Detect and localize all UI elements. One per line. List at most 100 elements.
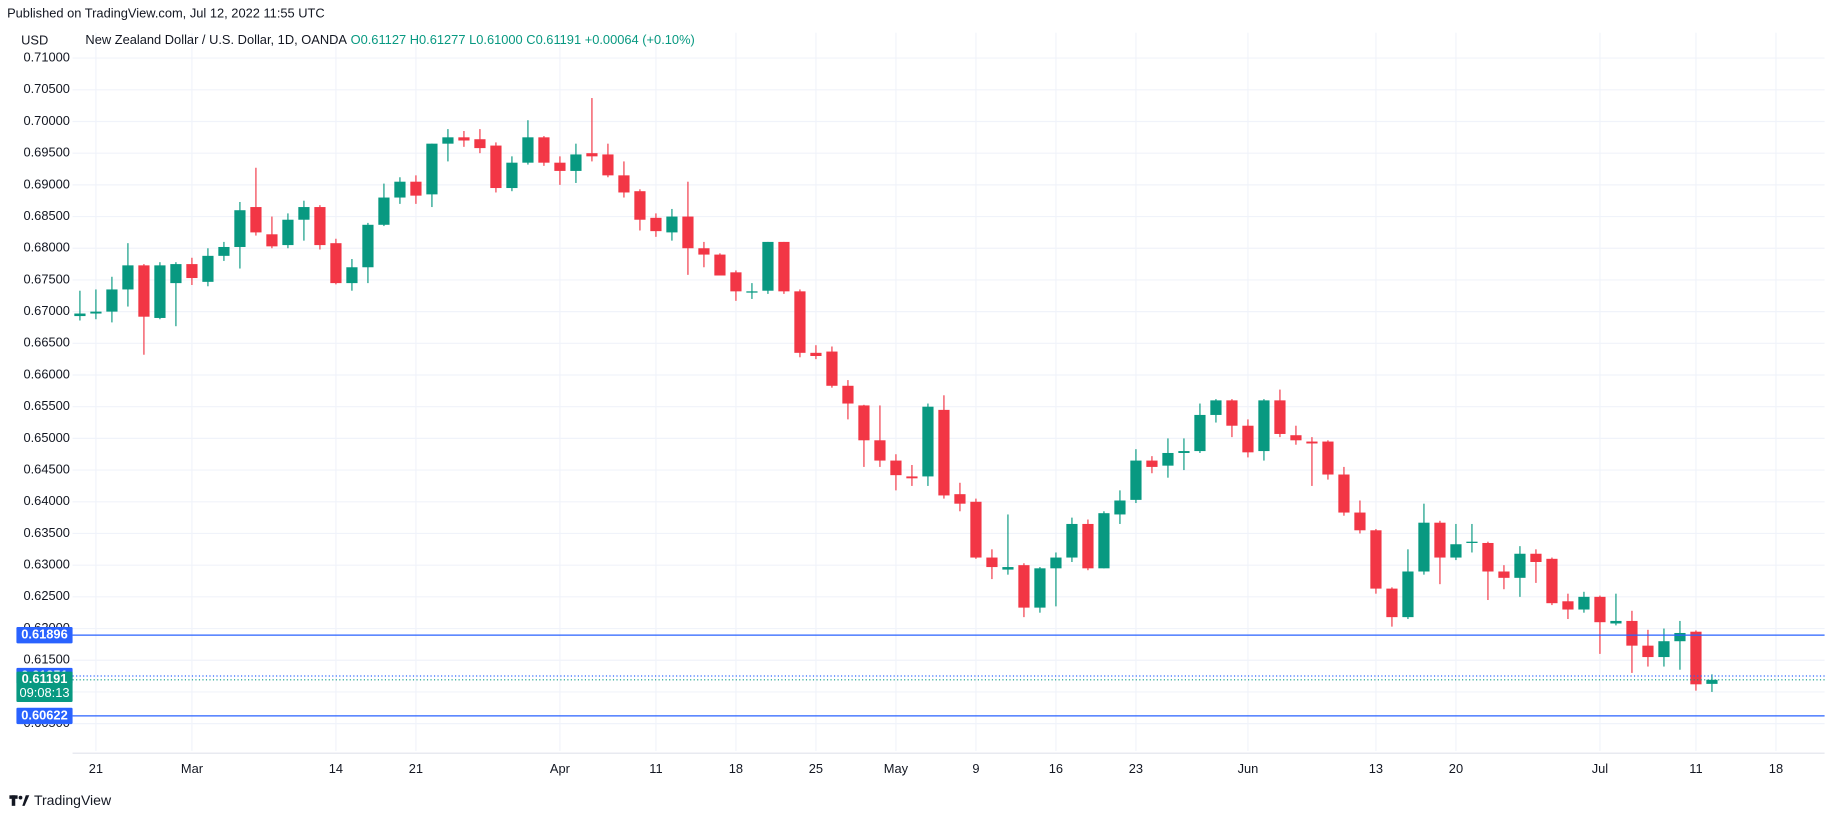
y-tick-label: 0.69500 bbox=[23, 145, 69, 160]
candle-body bbox=[474, 139, 486, 149]
candle-body bbox=[1306, 441, 1318, 444]
y-tick-label: 0.63500 bbox=[23, 525, 69, 540]
candle-body bbox=[1546, 558, 1558, 604]
legend-close: C0.61191 bbox=[526, 32, 581, 47]
candle-body bbox=[666, 216, 678, 233]
candle-body bbox=[1226, 400, 1238, 426]
candle-body bbox=[490, 145, 502, 189]
candle-body bbox=[1242, 425, 1254, 453]
x-tick-label: Jul bbox=[1592, 761, 1608, 776]
candle-body bbox=[618, 175, 630, 193]
y-tick-label: 0.66500 bbox=[23, 335, 69, 350]
candle-body bbox=[1114, 500, 1126, 515]
x-tick-label: 21 bbox=[89, 761, 103, 776]
candle-body bbox=[970, 501, 982, 558]
candle-body bbox=[426, 143, 438, 195]
candle-body bbox=[1482, 542, 1494, 572]
candle-body bbox=[938, 409, 950, 496]
brand: TradingView bbox=[34, 792, 112, 808]
y-tick-label: 0.62500 bbox=[23, 588, 69, 603]
y-tick-label: 0.65000 bbox=[23, 430, 69, 445]
countdown: 09:08:13 bbox=[19, 685, 69, 700]
candle-body bbox=[1066, 523, 1078, 558]
candle-body bbox=[954, 494, 966, 504]
candle-body bbox=[1578, 596, 1590, 610]
y-tick-label: 0.68500 bbox=[23, 208, 69, 223]
price-label-box bbox=[16, 707, 73, 725]
plot bbox=[72, 98, 1825, 717]
candle-body bbox=[506, 162, 518, 189]
candle-body bbox=[1562, 601, 1574, 610]
x-tick-label: 18 bbox=[729, 761, 743, 776]
candle-body bbox=[1434, 522, 1446, 558]
y-tick-label: 0.71000 bbox=[23, 49, 69, 64]
candle-body bbox=[1130, 460, 1142, 500]
candle-body bbox=[1370, 530, 1382, 589]
candle-body bbox=[1178, 451, 1190, 453]
currency: USD bbox=[21, 32, 48, 47]
candle-body bbox=[1658, 641, 1670, 658]
x-tick-label: 25 bbox=[809, 761, 823, 776]
candle-body bbox=[1514, 553, 1526, 578]
candle-body bbox=[698, 248, 710, 255]
y-tick-label: 0.70000 bbox=[23, 113, 69, 128]
published: Published on TradingView.com, Jul 12, 20… bbox=[7, 5, 325, 20]
candle-body bbox=[362, 224, 374, 268]
candle-body bbox=[298, 207, 310, 220]
candle-body bbox=[778, 241, 790, 292]
price-label-box bbox=[16, 671, 73, 703]
candle-body bbox=[378, 197, 390, 225]
candle-body bbox=[1386, 588, 1398, 618]
y-tick-label: 0.64500 bbox=[23, 461, 69, 476]
candle-body bbox=[554, 162, 566, 171]
candle-body bbox=[1098, 513, 1110, 569]
legend-name: New Zealand Dollar / U.S. Dollar, 1D, OA… bbox=[85, 32, 347, 47]
logo bbox=[9, 795, 30, 806]
candle-body bbox=[1466, 541, 1478, 543]
candle-body bbox=[122, 265, 134, 290]
candle-body bbox=[986, 557, 998, 568]
candle-body bbox=[170, 264, 182, 284]
candle-body bbox=[1082, 523, 1094, 569]
candle-body bbox=[1034, 568, 1046, 608]
y-tick-label: 0.66000 bbox=[23, 366, 69, 381]
legend-change: +0.00064 (+0.10%) bbox=[585, 32, 695, 47]
candle-body bbox=[570, 154, 582, 171]
candle-body bbox=[906, 476, 918, 479]
candle-body bbox=[730, 272, 742, 292]
x-tick-label: 14 bbox=[329, 761, 343, 776]
candle-body bbox=[1402, 571, 1414, 618]
candle-body bbox=[842, 385, 854, 404]
candle-body bbox=[394, 181, 406, 198]
y-tick-label: 0.67500 bbox=[23, 271, 69, 286]
candle-body bbox=[586, 153, 598, 157]
candle-body bbox=[250, 207, 262, 233]
candle-body bbox=[330, 243, 342, 284]
candle-body bbox=[458, 137, 470, 141]
candle-body bbox=[826, 351, 838, 386]
candle-body bbox=[186, 264, 198, 279]
candle-body bbox=[1322, 441, 1334, 475]
candle-body bbox=[1690, 631, 1702, 685]
y-tick-label: 0.68000 bbox=[23, 240, 69, 255]
candle-body bbox=[106, 289, 118, 312]
candle-body bbox=[890, 460, 902, 476]
candle-body bbox=[746, 291, 758, 293]
x-tick-label: 13 bbox=[1369, 761, 1383, 776]
x-tick-label: Jun bbox=[1238, 761, 1259, 776]
y-tick-label: 0.70500 bbox=[23, 81, 69, 96]
candle-body bbox=[346, 267, 358, 284]
candle-body bbox=[634, 191, 646, 220]
price-label: 0.61896 bbox=[21, 627, 67, 642]
candle-body bbox=[1290, 435, 1302, 441]
candle-body bbox=[522, 137, 534, 163]
candle-body bbox=[762, 241, 774, 291]
candle-body bbox=[218, 246, 230, 256]
candle-body bbox=[1146, 460, 1158, 467]
x-tick-label: 20 bbox=[1449, 761, 1463, 776]
candle-body bbox=[1642, 645, 1654, 658]
candle-body bbox=[314, 207, 326, 246]
candle-body bbox=[154, 265, 166, 318]
candle-body bbox=[1354, 512, 1366, 531]
